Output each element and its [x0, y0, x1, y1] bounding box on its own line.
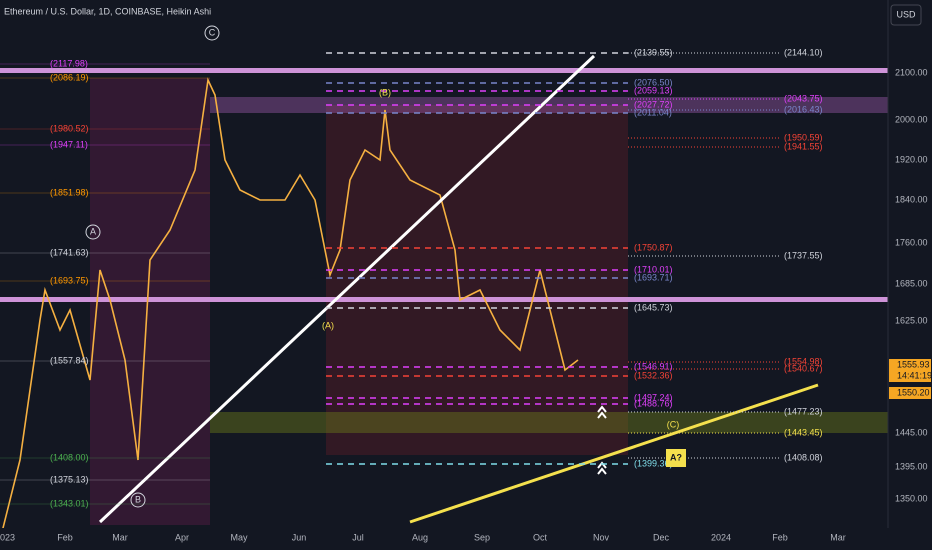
- wave-circle: [85, 224, 101, 240]
- wave-label: (C): [667, 419, 680, 429]
- price-label: 1625.00: [895, 315, 928, 325]
- price-badge-text: 14:41:19: [897, 370, 932, 380]
- time-label: Feb: [57, 532, 73, 542]
- time-label: Feb: [772, 532, 788, 542]
- price-axis: [888, 0, 932, 550]
- price-label: 1445.00: [895, 427, 928, 437]
- level-label: (2086.19): [50, 72, 89, 82]
- price-label: 1685.00: [895, 278, 928, 288]
- level-label: (1750.87): [634, 242, 673, 252]
- currency: USD: [896, 9, 916, 19]
- level-band: [0, 297, 888, 302]
- time-label: Jun: [292, 532, 307, 542]
- time-label: Mar: [112, 532, 128, 542]
- level-label: (1941.55): [784, 141, 823, 151]
- currency-button[interactable]: [890, 4, 922, 26]
- level-label: (1497.24): [634, 392, 673, 402]
- level-label: (1851.98): [50, 187, 89, 197]
- trend-line: [98, 54, 596, 524]
- level-label: (2059.13): [634, 85, 673, 95]
- level-label: (1477.23): [784, 406, 823, 416]
- price-badge: [889, 359, 931, 371]
- level-label: (1546.91): [634, 361, 673, 371]
- price-series: [0, 77, 579, 541]
- price-label: 1760.00: [895, 237, 928, 247]
- time-label: Apr: [175, 532, 189, 542]
- time-label: Oct: [533, 532, 548, 542]
- level-label: (1375.13): [50, 474, 89, 484]
- level-label: (2076.50): [634, 77, 673, 87]
- level-label: (2117.98): [50, 58, 88, 68]
- level-label: (1741.63): [50, 247, 89, 257]
- time-label: Sep: [474, 532, 490, 542]
- time-label: Mar: [830, 532, 846, 542]
- wave-label: A: [90, 226, 96, 236]
- level-label: (2139.55): [634, 47, 673, 57]
- level-label: (1950.59): [784, 132, 823, 142]
- level-label: (2043.75): [784, 93, 823, 103]
- level-label: (1645.73): [634, 302, 673, 312]
- wave-label: (A): [322, 320, 334, 330]
- level-label: (2011.04): [634, 107, 672, 117]
- level-label: (1693.75): [50, 275, 89, 285]
- time-label: 2023: [0, 532, 15, 542]
- wave-label: B: [135, 494, 141, 504]
- level-label: (2027.72): [634, 99, 673, 109]
- title: Ethereum / U.S. Dollar, 1D, COINBASE, He…: [4, 6, 211, 16]
- level-label: (1488.76): [634, 398, 673, 408]
- wave-box: [666, 449, 686, 467]
- level-label: (1532.36): [634, 370, 673, 380]
- level-label: (1408.00): [50, 452, 89, 462]
- price-label: 1920.00: [895, 154, 928, 164]
- level-label: (1737.55): [784, 250, 823, 260]
- price-label: 2100.00: [895, 67, 928, 77]
- zone-red: [326, 105, 628, 455]
- level-label: (2144.10): [784, 47, 823, 57]
- level-label: (1710.01): [634, 264, 673, 274]
- wave-label: C: [209, 27, 216, 37]
- wave-label: (B): [379, 87, 391, 97]
- price-label: 1840.00: [895, 194, 928, 204]
- price-badge-text: 1550.20: [897, 387, 930, 397]
- time-label: 2024: [711, 532, 731, 542]
- time-label: Nov: [593, 532, 610, 542]
- price-badge: [889, 387, 931, 399]
- level-label: (1947.11): [50, 139, 88, 149]
- level-label: (1557.84): [50, 355, 89, 365]
- level-label: (1693.71): [634, 272, 673, 282]
- time-label: Dec: [653, 532, 670, 542]
- price-label: 2000.00: [895, 114, 928, 124]
- price-label: 1395.00: [895, 461, 928, 471]
- time-label: Jul: [352, 532, 364, 542]
- level-label: (1408.08): [784, 452, 823, 462]
- time-label: Aug: [412, 532, 428, 542]
- level-label: (1443.45): [784, 427, 823, 437]
- level-label: (1980.52): [50, 123, 89, 133]
- level-label: (2016.43): [784, 104, 823, 114]
- arrows: [597, 405, 607, 475]
- level-label: (1399.36): [634, 458, 673, 468]
- wave-circle: [204, 25, 220, 41]
- price-label: 1350.00: [895, 493, 928, 503]
- wave-circle: [130, 492, 146, 508]
- time-label: May: [230, 532, 248, 542]
- level-band: [0, 68, 888, 73]
- time-axis: [0, 528, 932, 550]
- level-label: (1343.01): [50, 498, 89, 508]
- price-badge-text: 1555.93: [897, 359, 930, 369]
- wave-label: A?: [670, 452, 682, 462]
- level-label: (1554.98): [784, 356, 823, 366]
- level-label: (1540.67): [784, 363, 823, 373]
- trend-line: [409, 383, 819, 524]
- price-badge: [889, 370, 931, 382]
